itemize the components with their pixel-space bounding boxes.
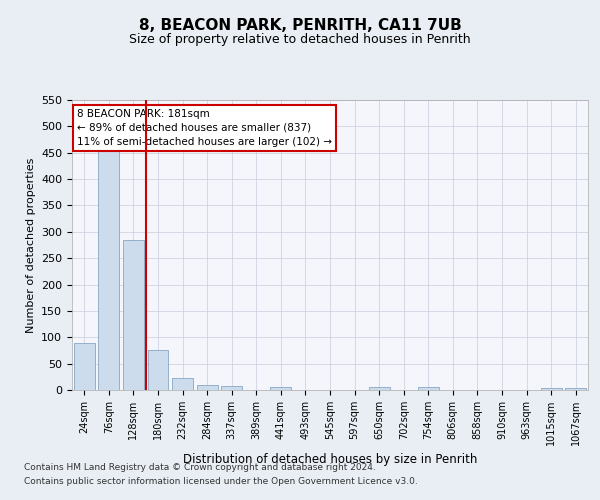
Bar [271,388,292,390]
Text: Contains HM Land Registry data © Crown copyright and database right 2024.: Contains HM Land Registry data © Crown c… [24,464,376,472]
Bar [221,386,242,390]
Text: Size of property relative to detached houses in Penrith: Size of property relative to detached ho… [129,32,471,46]
Bar [197,384,218,390]
Bar [172,378,193,390]
Bar [74,342,95,390]
Bar [148,350,169,390]
Bar [541,388,562,390]
Text: 8 BEACON PARK: 181sqm
← 89% of detached houses are smaller (837)
11% of semi-det: 8 BEACON PARK: 181sqm ← 89% of detached … [77,108,332,146]
Bar [98,148,119,390]
Bar [418,388,439,390]
Bar [368,388,389,390]
Text: 8, BEACON PARK, PENRITH, CA11 7UB: 8, BEACON PARK, PENRITH, CA11 7UB [139,18,461,32]
Bar [123,240,144,390]
Text: Contains public sector information licensed under the Open Government Licence v3: Contains public sector information licen… [24,477,418,486]
X-axis label: Distribution of detached houses by size in Penrith: Distribution of detached houses by size … [183,454,477,466]
Bar [565,388,586,390]
Y-axis label: Number of detached properties: Number of detached properties [26,158,35,332]
